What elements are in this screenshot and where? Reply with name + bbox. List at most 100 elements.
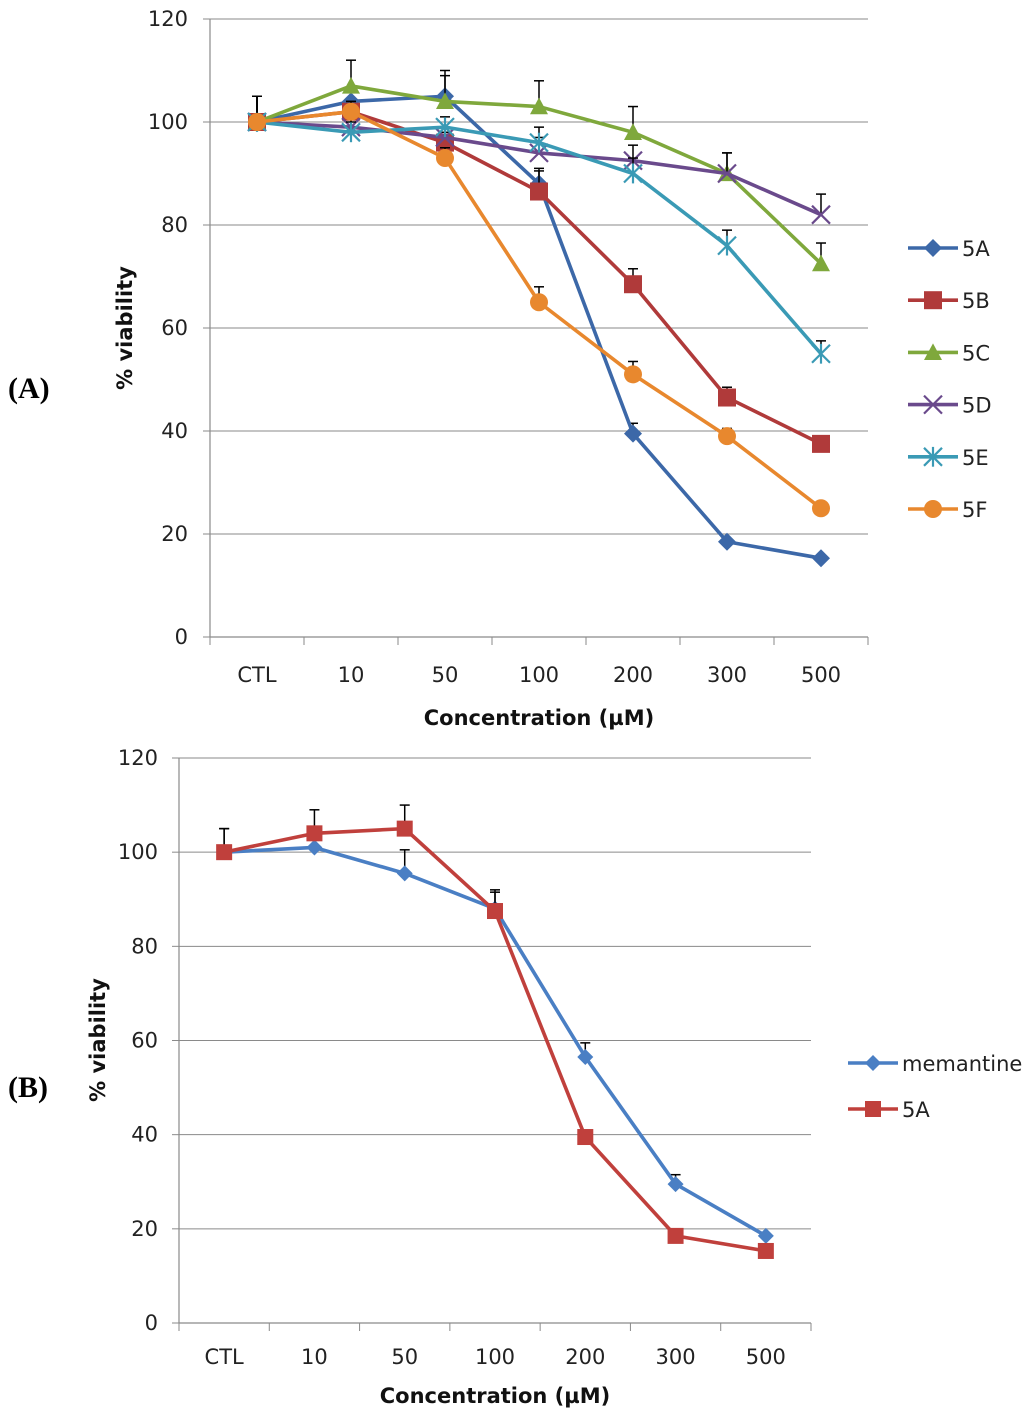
legend-item: 5A: [908, 237, 990, 261]
x-axis-title: Concentration (µM): [380, 1384, 610, 1408]
data-point: [623, 163, 643, 184]
data-point: [342, 76, 360, 94]
y-axis-title: % viability: [113, 266, 137, 390]
data-point: [396, 865, 413, 882]
data-point: [529, 143, 549, 163]
legend: memantine 5A: [848, 1052, 1022, 1122]
legend-marker-stroke: [923, 394, 943, 415]
series-5d: [247, 95, 831, 225]
data-point: [718, 532, 736, 551]
data-point: [757, 1242, 774, 1259]
legend-item: 5E: [908, 446, 989, 470]
series-5f: [248, 95, 830, 518]
x-tick-label: 100: [475, 1345, 515, 1369]
data-point: [530, 293, 548, 312]
data-point: [341, 122, 361, 143]
data-point: [436, 92, 454, 110]
legend-marker: [865, 1055, 881, 1071]
series-memantine: [216, 827, 774, 1244]
series-line: [256, 120, 823, 355]
series-5e: [247, 95, 831, 364]
data-point: [577, 1129, 594, 1146]
legend-label: 5F: [962, 498, 987, 522]
legend-marker: [924, 291, 942, 310]
x-tick-label: CTL: [205, 1345, 244, 1369]
data-point: [718, 427, 736, 446]
data-point: [624, 424, 642, 443]
legend: 5A 5B 5C 5D 5E 5F: [908, 237, 992, 522]
legend-label: 5A: [902, 1098, 930, 1122]
series-line: [256, 109, 822, 446]
y-tick-label: 20: [131, 1217, 158, 1241]
legend-label: 5C: [962, 341, 990, 365]
data-point-stroke: [811, 204, 831, 225]
data-point: [717, 235, 737, 256]
x-tick-label: 100: [519, 663, 559, 687]
series-5a: [216, 804, 774, 1259]
y-tick-label: 40: [161, 419, 188, 443]
x-tick-label: 50: [391, 1345, 418, 1369]
legend-label: 5A: [962, 237, 990, 261]
legend-label: 5D: [962, 394, 992, 418]
data-point: [435, 127, 455, 148]
data-point: [216, 844, 233, 861]
data-point: [624, 365, 642, 384]
panel-a-chart: 0 20 40 60 80 100 120 CTL 10 50 100 200 300 500 Concen…: [8, 7, 992, 730]
data-point: [624, 275, 642, 294]
panel-label: (A): [8, 372, 50, 405]
data-point: [529, 132, 549, 153]
x-tick-label: 500: [746, 1345, 786, 1369]
data-point: [667, 1227, 684, 1244]
data-point: [757, 1227, 774, 1244]
data-point: [306, 839, 323, 856]
legend-item: 5B: [908, 289, 990, 313]
legend-item: 5F: [908, 498, 987, 522]
legend-marker: [923, 446, 943, 467]
legend-item: 5C: [908, 341, 990, 365]
x-tick-label: CTL: [237, 663, 276, 687]
y-tick-label: 80: [161, 213, 188, 237]
x-axis-title: Concentration (µM): [424, 706, 654, 730]
data-point: [577, 1048, 594, 1065]
data-point-stroke: [529, 143, 549, 163]
series-5c: [248, 59, 830, 272]
data-point: [812, 434, 830, 453]
x-tick-label: 500: [801, 663, 841, 687]
data-point: [436, 149, 454, 168]
data-point: [812, 499, 830, 518]
x-tick-label: 200: [565, 1345, 605, 1369]
data-point-stroke: [435, 127, 455, 148]
x-tick-label: 10: [338, 663, 365, 687]
legend-item: 5D: [908, 394, 992, 418]
legend-label: 5B: [962, 289, 990, 313]
data-point: [811, 204, 831, 225]
legend-marker: [865, 1101, 881, 1117]
data-point: [306, 825, 323, 842]
data-point: [717, 163, 737, 184]
legend-marker: [924, 239, 942, 257]
y-tick-label: 100: [118, 840, 158, 864]
x-tick-label: 300: [656, 1345, 696, 1369]
legend-label: 5E: [962, 446, 989, 470]
x-tick-label: 10: [301, 1345, 328, 1369]
data-point: [812, 549, 830, 568]
y-tick-label: 100: [148, 110, 188, 134]
y-tick-label: 0: [145, 1311, 158, 1335]
y-tick-label: 40: [131, 1123, 158, 1147]
panel-label: (B): [8, 1071, 48, 1104]
data-point: [667, 1176, 684, 1193]
data-point: [530, 97, 548, 115]
data-point-stroke: [717, 163, 737, 184]
data-point: [396, 820, 413, 837]
legend-item: memantine: [848, 1052, 1022, 1076]
data-point: [811, 343, 831, 364]
y-tick-label: 0: [175, 625, 188, 649]
data-point: [487, 903, 503, 920]
data-point: [248, 113, 266, 131]
data-point: [812, 254, 830, 272]
x-tick-label: 50: [432, 663, 459, 687]
legend-marker: [924, 500, 942, 518]
data-point: [530, 182, 548, 201]
y-tick-label: 20: [161, 522, 188, 546]
